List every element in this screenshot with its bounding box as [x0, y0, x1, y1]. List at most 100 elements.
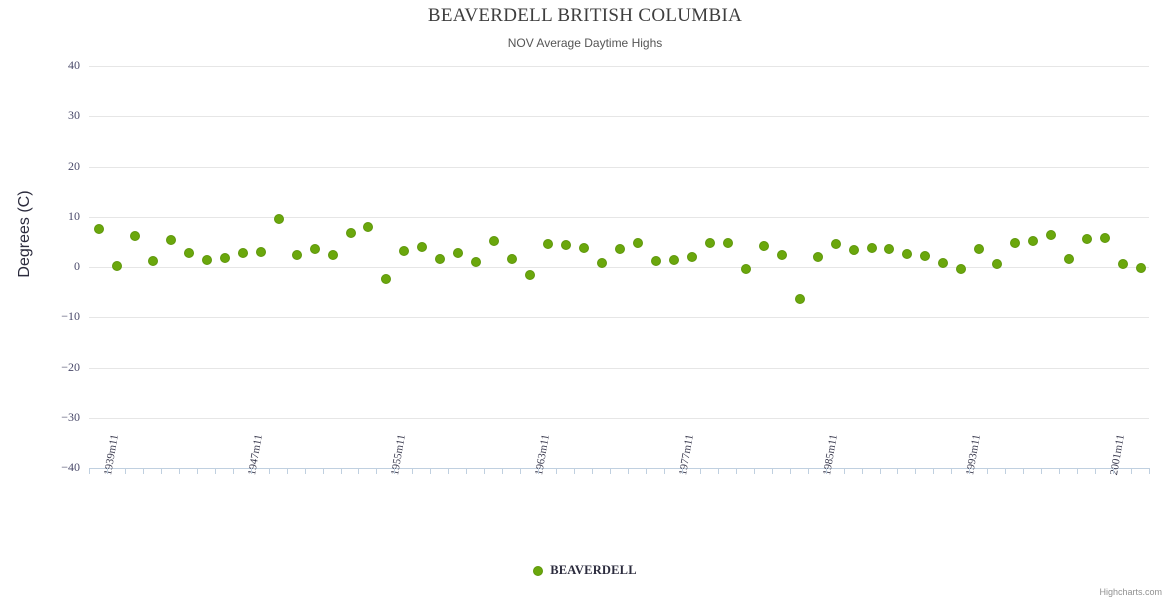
x-tick — [124, 468, 126, 474]
x-tick — [789, 468, 791, 474]
data-point[interactable] — [704, 237, 715, 248]
data-point[interactable] — [273, 214, 284, 225]
data-point[interactable] — [902, 248, 913, 259]
data-point[interactable] — [543, 239, 554, 250]
data-point[interactable] — [183, 248, 194, 259]
data-point[interactable] — [291, 250, 302, 261]
data-point[interactable] — [812, 251, 823, 262]
x-tick — [178, 468, 180, 474]
data-point[interactable] — [758, 241, 769, 252]
data-point[interactable] — [1046, 230, 1057, 241]
data-point[interactable] — [129, 231, 140, 242]
data-point[interactable] — [830, 238, 841, 249]
data-point[interactable] — [650, 255, 661, 266]
y-axis-tick-labels: 40 30 20 10 0 −10 −20 −30 −40 — [10, 0, 80, 600]
data-point[interactable] — [255, 246, 266, 257]
x-tick — [627, 468, 629, 474]
data-point[interactable] — [1064, 254, 1075, 265]
x-tick — [340, 468, 342, 474]
data-point[interactable] — [399, 246, 410, 257]
y-tick-label: 20 — [68, 158, 80, 173]
x-tick — [1077, 468, 1079, 474]
data-point[interactable] — [489, 236, 500, 247]
data-point[interactable] — [920, 250, 931, 261]
x-tick — [286, 468, 288, 474]
data-point[interactable] — [417, 242, 428, 253]
x-tick — [663, 468, 665, 474]
data-point[interactable] — [345, 228, 356, 239]
y-gridline — [89, 66, 1149, 67]
x-tick — [556, 468, 558, 474]
data-point[interactable] — [1136, 263, 1147, 273]
y-gridline — [89, 267, 1149, 268]
x-tick — [861, 468, 863, 474]
x-tick — [915, 468, 917, 474]
data-point[interactable] — [1100, 233, 1111, 244]
x-tick — [1113, 468, 1115, 474]
data-point[interactable] — [1118, 258, 1129, 269]
data-point[interactable] — [471, 256, 482, 267]
data-point[interactable] — [776, 250, 787, 261]
data-point[interactable] — [327, 249, 338, 260]
data-point[interactable] — [686, 252, 697, 263]
y-gridline — [89, 367, 1149, 369]
x-tick — [520, 468, 522, 474]
x-tick — [897, 468, 899, 474]
x-tick — [484, 468, 486, 474]
data-point[interactable] — [1082, 233, 1093, 244]
data-point[interactable] — [992, 259, 1003, 270]
x-tick — [753, 468, 755, 474]
y-tick-label: −10 — [61, 309, 80, 324]
data-point[interactable] — [722, 238, 733, 249]
credits-label[interactable]: Highcharts.com — [1099, 587, 1162, 597]
data-point[interactable] — [848, 245, 859, 256]
data-point[interactable] — [237, 248, 248, 259]
data-point[interactable] — [381, 273, 392, 284]
data-point[interactable] — [507, 254, 518, 265]
data-point[interactable] — [453, 248, 464, 259]
y-tick-label: 40 — [68, 58, 80, 72]
data-point[interactable] — [740, 263, 751, 274]
y-gridline — [89, 417, 1149, 419]
data-point[interactable] — [597, 258, 608, 269]
legend-item-label: BEAVERDELL — [550, 563, 637, 578]
legend-item-beaverdell[interactable]: BEAVERDELL — [533, 563, 637, 578]
data-point[interactable] — [974, 244, 985, 255]
data-point[interactable] — [201, 254, 212, 265]
data-point[interactable] — [165, 235, 176, 246]
data-point[interactable] — [938, 257, 949, 268]
data-point[interactable] — [668, 254, 679, 265]
data-point[interactable] — [866, 242, 877, 253]
x-tick — [214, 468, 216, 474]
data-point[interactable] — [111, 260, 122, 271]
data-point[interactable] — [219, 253, 230, 264]
x-tick — [1131, 468, 1133, 474]
data-point[interactable] — [147, 256, 158, 267]
data-point[interactable] — [794, 293, 805, 304]
x-tick — [592, 468, 594, 474]
data-point[interactable] — [525, 270, 536, 281]
data-point[interactable] — [884, 244, 895, 255]
data-point[interactable] — [1010, 237, 1021, 248]
plot-area — [89, 66, 1149, 469]
data-point[interactable] — [632, 237, 643, 248]
x-tick — [358, 468, 360, 474]
data-point[interactable] — [435, 254, 446, 265]
x-tick — [879, 468, 881, 474]
x-tick — [699, 468, 701, 474]
legend: BEAVERDELL — [0, 563, 1170, 578]
y-tick-label: −40 — [61, 460, 80, 474]
data-point[interactable] — [93, 224, 104, 235]
data-point[interactable] — [309, 244, 320, 255]
data-point[interactable] — [615, 244, 625, 255]
x-tick — [106, 468, 108, 474]
data-point[interactable] — [561, 239, 572, 250]
x-tick — [951, 468, 953, 474]
data-point[interactable] — [1028, 236, 1039, 247]
x-tick — [1149, 468, 1150, 474]
data-point[interactable] — [579, 242, 590, 253]
x-tick — [250, 468, 252, 474]
data-point[interactable] — [363, 221, 374, 232]
data-point[interactable] — [956, 264, 967, 274]
x-tick — [1023, 468, 1025, 474]
